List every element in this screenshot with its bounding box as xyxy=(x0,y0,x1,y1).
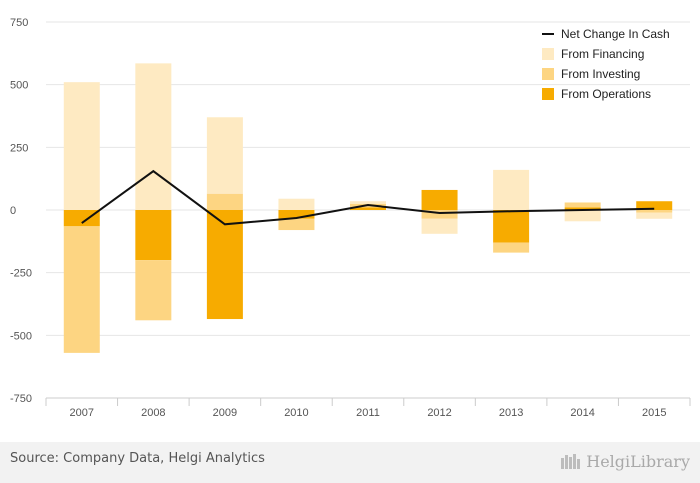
x-tick-label: 2007 xyxy=(70,407,94,419)
y-tick-label: -500 xyxy=(10,330,32,342)
x-tick-label: 2013 xyxy=(499,407,523,419)
bar-from-financing-2008 xyxy=(135,63,172,210)
bar-from-financing-2014 xyxy=(564,210,601,222)
books-icon xyxy=(561,454,581,469)
net-change-line xyxy=(81,169,655,226)
y-tick-label: -750 xyxy=(10,393,32,405)
y-tick-label: 750 xyxy=(10,17,28,29)
legend-swatch xyxy=(542,88,554,100)
y-axis: 750 500 250 0 -250 -500 -750 xyxy=(10,17,32,405)
line-net-change-in-cash xyxy=(81,169,655,226)
bar-from-financing-2010 xyxy=(278,198,315,210)
y-tick-label: 0 xyxy=(10,205,16,217)
bar-from-operations-2012 xyxy=(421,189,458,210)
legend-swatch xyxy=(542,48,554,60)
bar-from-operations-2013 xyxy=(493,210,530,243)
bar-from-investing-2007 xyxy=(63,226,100,353)
bar-from-operations-2008 xyxy=(135,210,172,261)
legend: Net Change In Cash From Financing From Inv… xyxy=(542,27,670,101)
x-axis: 2007 2008 2009 2010 2011 2012 2013 2014 2015 xyxy=(45,397,691,419)
y-tick-label: 250 xyxy=(10,142,28,154)
bar-from-operations-2014 xyxy=(564,207,601,210)
legend-label: From Operations xyxy=(561,87,651,101)
x-tick-label: 2015 xyxy=(642,407,666,419)
legend-label: From Financing xyxy=(561,47,644,61)
x-tick-label: 2012 xyxy=(427,407,451,419)
bar-from-investing-2013 xyxy=(493,242,530,253)
bars xyxy=(63,63,673,353)
x-tick-label: 2011 xyxy=(356,407,380,419)
bar-from-financing-2011 xyxy=(350,201,386,204)
bar-from-financing-2007 xyxy=(63,82,100,210)
x-tick-label: 2009 xyxy=(213,407,237,419)
brand-text: HelgiLibrary xyxy=(586,451,690,471)
source-text: Source: Company Data, Helgi Analytics xyxy=(10,451,265,466)
bar-from-financing-2009 xyxy=(206,117,243,194)
legend-label: Net Change In Cash xyxy=(561,27,670,41)
x-tick-label: 2014 xyxy=(570,407,594,419)
bar-from-operations-2015 xyxy=(636,201,673,210)
bar-from-operations-2009 xyxy=(206,210,243,320)
bar-from-investing-2010 xyxy=(278,218,315,231)
bar-from-investing-2008 xyxy=(135,260,172,321)
legend-label: From Investing xyxy=(561,67,640,81)
bar-from-operations-2011 xyxy=(350,207,386,210)
bar-from-investing-2015 xyxy=(636,210,673,213)
bar-from-investing-2012 xyxy=(421,210,458,219)
bar-from-investing-2014 xyxy=(564,202,601,208)
x-tick-label: 2010 xyxy=(284,407,308,419)
bar-from-financing-2015 xyxy=(636,212,673,219)
bar-from-financing-2013 xyxy=(493,169,530,210)
brand-logo: HelgiLibrary xyxy=(560,448,690,474)
bar-from-operations-2010 xyxy=(278,210,315,219)
y-tick-label: 500 xyxy=(10,80,28,92)
x-tick-label: 2008 xyxy=(141,407,165,419)
y-tick-label: -250 xyxy=(10,268,32,280)
legend-swatch xyxy=(542,68,554,80)
footer: Source: Company Data, Helgi Analytics He… xyxy=(0,442,700,483)
bar-from-operations-2007 xyxy=(63,210,100,227)
chart: 2007 2008 2009 2010 2011 2012 2013 2014 2015 750… xyxy=(10,17,691,419)
bar-from-investing-2009 xyxy=(206,193,243,210)
bar-from-financing-2012 xyxy=(421,218,458,234)
